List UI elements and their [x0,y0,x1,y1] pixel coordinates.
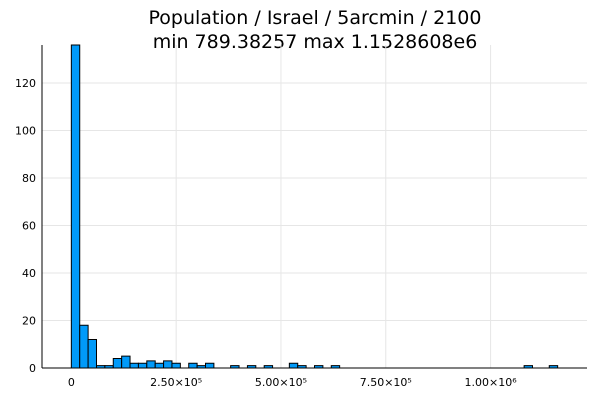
x-tick-label: 7.50×10⁵ [360,376,412,389]
histogram-bar [288,362,299,369]
y-tick-label: 80 [22,172,36,185]
x-tick-label: 2.50×10⁵ [150,376,202,389]
histogram-bar [163,360,173,369]
y-tick-label: 60 [22,220,36,233]
x-tick-label: 0 [68,376,75,389]
histogram-bar [70,44,81,369]
y-tick-label: 100 [15,125,36,138]
histogram-bar [129,362,139,369]
axes-layer [41,45,587,369]
y-tick-label: 0 [29,362,36,375]
histogram-bar [121,355,131,369]
histogram-bar [87,339,98,369]
x-tick-label: 1.00×10⁶ [465,376,518,389]
histogram-bar [154,362,165,369]
histogram-bar [137,362,148,369]
chart-subtitle: min 789.38257 max 1.1528608e6 [153,31,478,53]
histogram-bar [205,362,215,369]
y-tick-label: 40 [22,267,36,280]
histogram-bar [146,360,156,369]
y-tick-label: 120 [15,77,36,90]
x-tick-label: 5.00×10⁵ [255,376,307,389]
ticks-layer: 0 20 40 60 80 100 120 0 2.50×10⁵ 5.00×10⁵ 7.50×10⁵… [15,77,517,389]
histogram-bar [188,362,198,369]
y-tick-label: 20 [22,315,36,328]
grid-layer [42,45,587,369]
histogram-bar [79,324,89,369]
bars-layer [70,44,559,369]
histogram-bar [112,358,123,369]
histogram-bar [171,362,181,369]
chart-title: Population / Israel / 5arcmin / 2100 [149,7,482,29]
